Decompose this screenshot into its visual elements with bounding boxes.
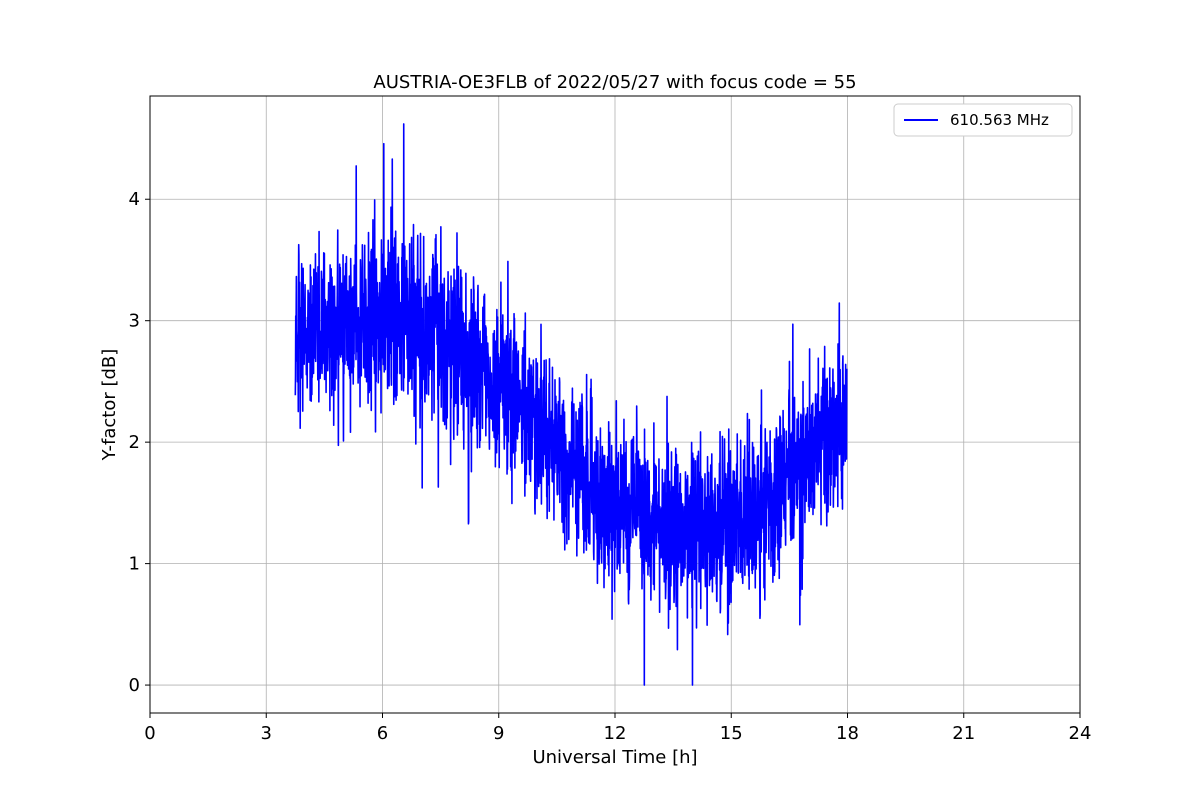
x-tick-label: 12 — [604, 723, 627, 744]
x-tick-label: 9 — [493, 723, 504, 744]
x-tick-label: 18 — [836, 723, 859, 744]
x-tick-label: 21 — [952, 723, 975, 744]
y-tick-label: 1 — [129, 554, 140, 575]
x-axis-label: Universal Time [h] — [532, 747, 697, 768]
legend-box — [893, 103, 1073, 137]
x-tick-label: 3 — [261, 723, 272, 744]
y-tick-label: 2 — [129, 432, 140, 453]
x-axis-ticks: 0 3 6 9 12 15 18 21 24 — [144, 713, 1091, 744]
y-tick-label: 3 — [129, 311, 140, 332]
x-tick-label: 6 — [377, 723, 388, 744]
legend-label-610-563-mhz: 610.563 MHz — [950, 111, 1049, 129]
y-tick-label: 0 — [129, 675, 140, 696]
series-line-610-563-mhz — [294, 123, 848, 686]
y-tick-label: 4 — [129, 189, 140, 210]
legend: 610.563 MHz — [893, 103, 1073, 137]
x-tick-label: 0 — [144, 723, 155, 744]
x-tick-label: 24 — [1069, 723, 1092, 744]
chart-title: AUSTRIA-OE3FLB of 2022/05/27 with focus … — [373, 72, 856, 93]
series-layer — [294, 123, 848, 686]
x-tick-label: 15 — [720, 723, 743, 744]
y-axis-label: Y-factor [dB] — [99, 349, 120, 462]
y-axis-ticks: 0 1 2 3 4 — [129, 189, 150, 696]
